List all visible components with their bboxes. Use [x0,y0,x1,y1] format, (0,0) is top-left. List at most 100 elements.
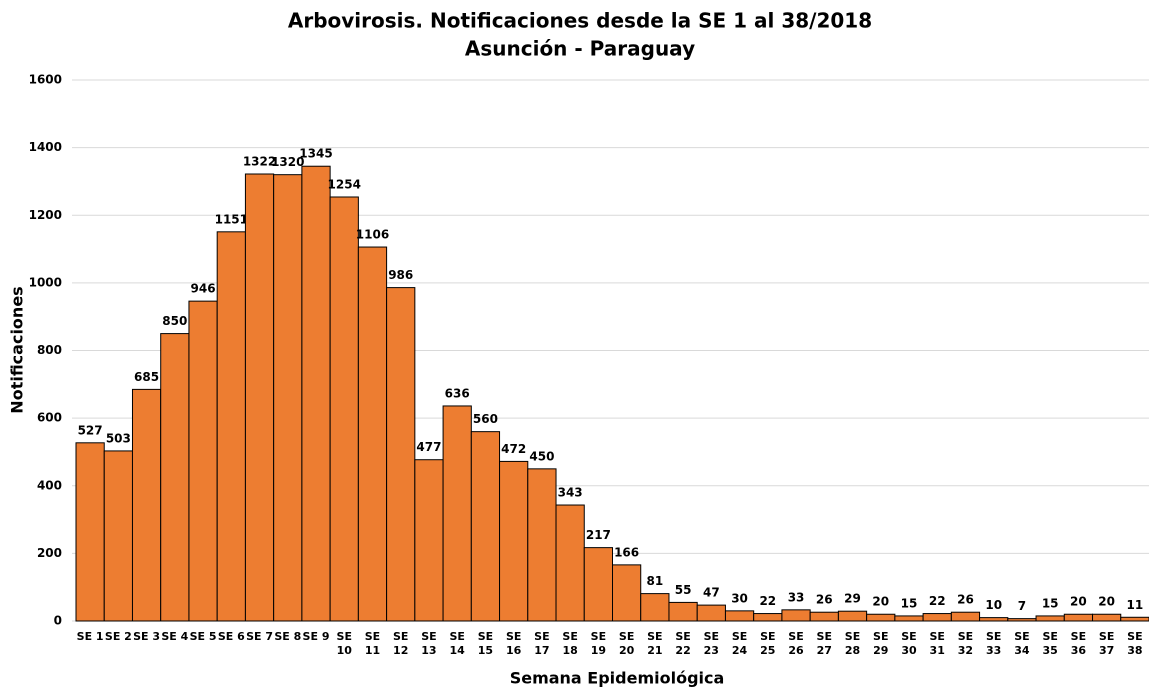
x-tick-label-box: SE 36 [1070,630,1087,657]
bar [555,504,585,622]
x-tick-label: SE 7 [246,630,273,643]
data-label: 450 [529,449,554,463]
x-tick-label-box: SE 33 [986,630,1001,657]
bar [103,450,133,622]
x-tick-label-box: SE 30 [901,630,916,657]
x-tick-label-box: SE 34 [1014,630,1030,657]
bar [131,388,162,622]
data-label: 1345 [299,147,332,161]
x-tick-label-box: SE 3 [133,630,161,643]
x-tick-label: SE 36 [1070,630,1087,657]
x-tick-label: SE 9 [302,630,330,643]
x-tick-label-box: SE 20 [618,630,635,657]
x-tick-label: SE 27 [816,630,832,657]
data-label: 1320 [271,155,304,169]
bar [583,547,614,622]
x-tick-label-box: SE 17 [534,630,550,657]
data-label: 22 [929,594,946,608]
data-label: 29 [844,592,861,606]
data-label: 946 [191,282,216,296]
x-tick-label: SE 10 [336,630,352,657]
y-tick-label: 1400 [29,140,62,154]
x-tick-label-box: SE 28 [844,630,861,657]
bar [1035,615,1065,622]
bar [979,617,1009,622]
x-tick-label: SE 14 [449,630,465,657]
data-label: 20 [1070,595,1087,609]
bar [160,333,190,622]
data-label: 15 [901,596,918,610]
bar [301,165,331,622]
bar [273,174,303,622]
data-label: 472 [501,442,526,456]
data-label: 986 [388,268,413,282]
x-tick-label: SE 5 [189,630,217,643]
x-tick-label: SE 34 [1014,630,1030,657]
bar [329,196,359,622]
x-tick-label-box: SE 5 [189,630,217,643]
data-label: 33 [788,590,805,604]
y-tick-label: 600 [37,411,62,425]
data-label: 217 [586,528,611,542]
x-tick-label: SE 25 [760,630,776,657]
data-label: 30 [731,591,748,605]
bar [442,405,472,622]
x-tick-label-box: SE 21 [647,630,663,657]
data-label: 26 [816,593,833,607]
x-tick-label-box: SE 8 [274,630,302,643]
x-tick-label-box: SE 35 [1042,630,1057,657]
bar [1092,613,1122,622]
bar [809,611,839,622]
x-tick-label: SE 28 [844,630,861,657]
y-tick-label: 1200 [29,208,62,222]
x-tick-label-box: SE 10 [336,630,352,657]
x-tick-label-box: SE 7 [246,630,273,643]
bar [188,300,218,622]
bar [866,613,896,622]
x-tick-label: SE 17 [534,630,550,657]
bar [640,593,670,622]
data-label: 343 [558,486,583,500]
x-tick-label: SE 26 [788,630,804,657]
data-label: 477 [416,440,441,454]
x-tick-label: SE 20 [618,630,635,657]
bar [1063,613,1094,622]
x-tick-label-box: SE 14 [449,630,465,657]
x-tick-label-box: SE 4 [161,630,188,643]
x-tick-label: SE 6 [217,630,245,643]
x-tick-label: SE 8 [274,630,302,643]
y-tick-label: 400 [37,478,62,492]
bar [1007,618,1037,622]
bar [470,431,501,622]
x-tick-label: SE 21 [647,630,663,657]
data-label: 1151 [215,212,248,226]
x-tick-label: SE 13 [421,630,437,657]
x-tick-label: SE 37 [1098,630,1115,657]
x-axis-title: Semana Epidemiológica [510,669,725,688]
bar [696,604,726,622]
x-tick-label: SE 3 [133,630,161,643]
x-tick-label-box: SE 29 [873,630,888,657]
bar [1120,616,1149,622]
data-label: 850 [162,314,187,328]
y-tick-label: 800 [37,343,62,357]
data-label: 20 [1098,595,1115,609]
x-tick-label: SE 23 [703,630,720,657]
data-label: 1322 [243,154,276,168]
x-tick-label-box: SE 9 [302,630,330,643]
x-tick-label-box: SE 18 [562,630,577,657]
x-tick-label-box: SE 16 [506,630,521,657]
data-label: 81 [647,574,664,588]
data-label: 1106 [356,228,389,242]
x-tick-label-box: SE 24 [732,630,747,657]
bar [499,460,529,622]
x-tick-label-box: SE 27 [816,630,832,657]
bar [414,459,444,622]
x-tick-label: SE 32 [957,630,974,657]
bar [781,609,811,622]
x-tick-label: SE 2 [104,630,132,643]
y-tick-label: 1000 [29,275,62,289]
data-label: 55 [675,583,692,597]
data-label: 527 [78,423,103,437]
data-label: 47 [703,586,720,600]
